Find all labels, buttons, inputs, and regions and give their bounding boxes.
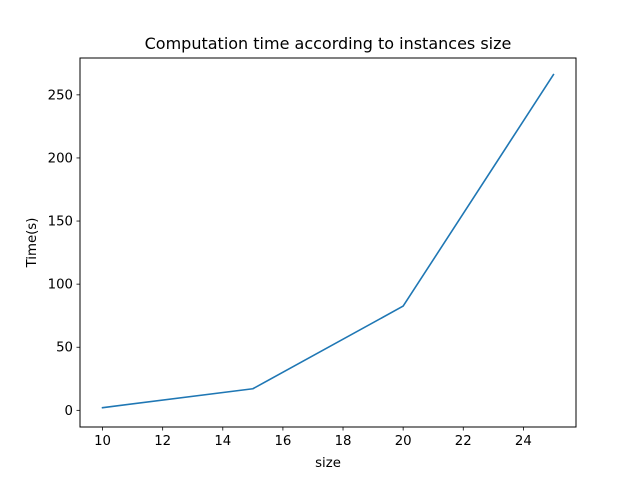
x-tick-label: 18: [335, 434, 352, 449]
plot-area: 10 12 14 16 18 20 22 24 0 50 100 150 200 250: [48, 57, 577, 449]
x-tick-label: 16: [274, 434, 291, 449]
plot-background: [80, 58, 576, 427]
x-tick-label: 22: [455, 434, 472, 449]
y-tick-label: 100: [48, 278, 73, 293]
series-layer: [101, 73, 555, 409]
y-tick-label: 200: [48, 151, 73, 166]
x-tick-label: 20: [395, 434, 412, 449]
x-tick-label: 24: [515, 434, 532, 449]
x-tick-label: 14: [214, 434, 231, 449]
plot-frame: [79, 57, 577, 428]
y-axis-ticks: 0 50 100 150 200 250: [48, 88, 80, 419]
chart-title: Computation time according to instances …: [145, 34, 512, 53]
y-tick-label: 150: [48, 215, 73, 230]
x-axis-label: size: [315, 456, 341, 471]
y-axis-label: Time(s): [25, 218, 40, 269]
y-tick-label: 0: [65, 404, 73, 419]
x-tick-label: 10: [94, 434, 111, 449]
x-axis-ticks: 10 12 14 16 18 20 22 24: [94, 427, 532, 449]
y-tick-label: 250: [48, 88, 73, 103]
series-line: [101, 73, 555, 409]
y-tick-label: 50: [56, 341, 73, 356]
x-tick-label: 12: [154, 434, 171, 449]
